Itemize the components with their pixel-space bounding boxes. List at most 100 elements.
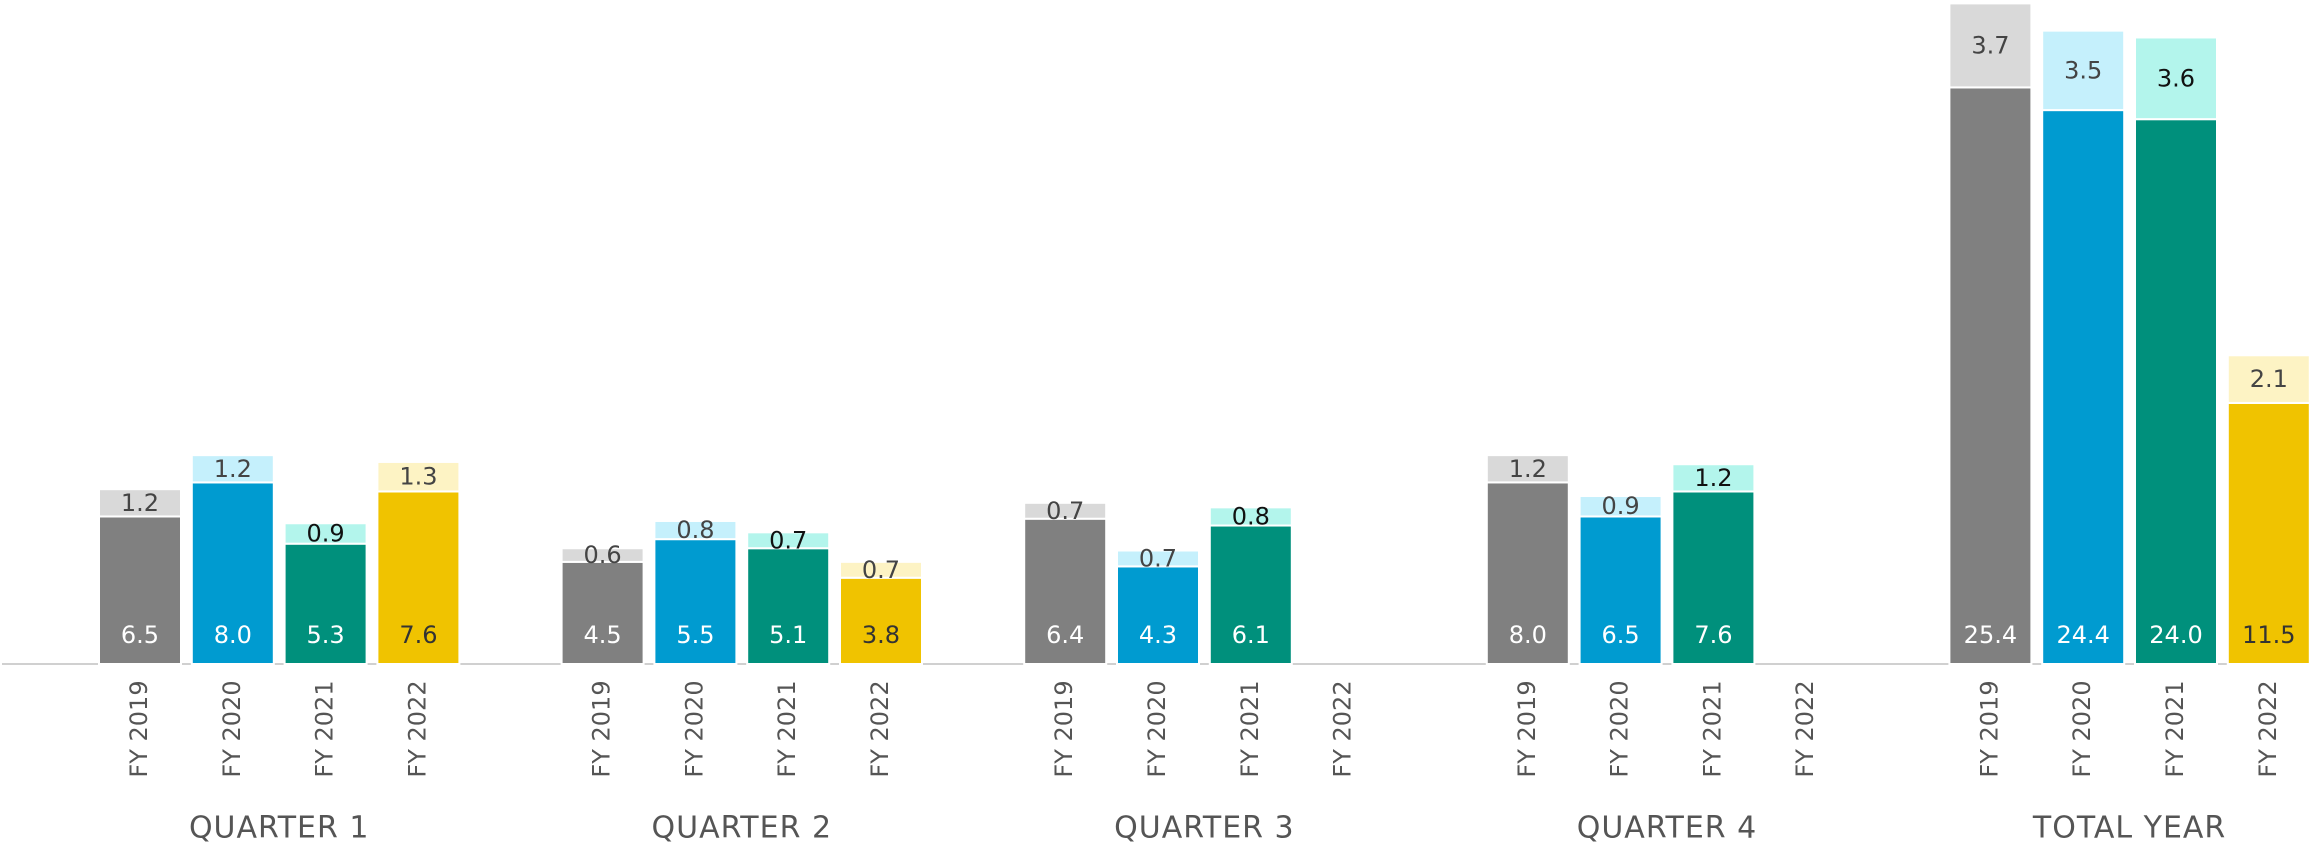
value-label: 5.3 bbox=[307, 621, 345, 649]
bar-top-segment bbox=[2134, 36, 2218, 121]
value-label: 5.5 bbox=[676, 621, 714, 649]
bar-top-segment bbox=[839, 560, 923, 579]
value-label: 0.7 bbox=[1139, 544, 1177, 572]
x-tick-label: FY 2021 bbox=[1698, 680, 1726, 777]
x-tick-label: FY 2019 bbox=[1975, 680, 2003, 777]
panel: 6.4 0.7 FY 2019 4.3 0.7 FY 2020 6.1 0.8 FY 2021 F… bbox=[927, 497, 1404, 842]
value-label: 3.7 bbox=[1971, 31, 2009, 59]
x-tick-label: FY 2021 bbox=[1236, 680, 1264, 777]
x-tick-label: FY 2020 bbox=[218, 680, 246, 777]
x-tick-label: FY 2020 bbox=[680, 680, 708, 777]
bar-segment bbox=[1023, 517, 1108, 666]
value-label: 0.7 bbox=[1046, 497, 1084, 525]
x-tick-label: FY 2021 bbox=[311, 680, 339, 777]
x-tick-label: FY 2020 bbox=[1606, 680, 1634, 777]
panel: 6.5 1.2 FY 2019 8.0 1.2 FY 2020 5.3 0.9 FY 2021 7… bbox=[2, 454, 479, 842]
value-label: 1.3 bbox=[399, 463, 437, 491]
value-label: 11.5 bbox=[2242, 621, 2295, 649]
value-label: 25.4 bbox=[1964, 621, 2017, 649]
bar-top-segment bbox=[560, 547, 645, 563]
value-label: 6.4 bbox=[1046, 621, 1084, 649]
bar-top-segment bbox=[2041, 29, 2126, 112]
x-tick-label: FY 2019 bbox=[125, 680, 153, 777]
bar-top-segment bbox=[2226, 354, 2310, 404]
value-label: 6.1 bbox=[1232, 621, 1270, 649]
bar-segment bbox=[1578, 515, 1663, 666]
value-label: 24.0 bbox=[2149, 621, 2202, 649]
bar-top-segment bbox=[746, 531, 831, 550]
x-tick-label: FY 2019 bbox=[1513, 680, 1541, 777]
bar-segment bbox=[283, 542, 368, 666]
value-label: 8.0 bbox=[1509, 621, 1547, 649]
value-label: 0.9 bbox=[1602, 492, 1640, 520]
bar-segment bbox=[1948, 86, 2033, 665]
x-tick-label: FY 2022 bbox=[403, 680, 431, 777]
x-tick-label: FY 2020 bbox=[1143, 680, 1171, 777]
bar-segment bbox=[1116, 565, 1200, 666]
x-tick-label: FY 2020 bbox=[2068, 680, 2096, 777]
value-label: 0.7 bbox=[769, 526, 807, 554]
value-label: 0.8 bbox=[1232, 502, 1270, 530]
x-tick-label: FY 2022 bbox=[1791, 680, 1819, 777]
bar-top-segment bbox=[653, 519, 738, 541]
value-label: 7.6 bbox=[1694, 621, 1732, 649]
bar-top-segment bbox=[1948, 2, 2033, 89]
bar-segment bbox=[2134, 118, 2218, 665]
value-label: 6.5 bbox=[1602, 621, 1640, 649]
value-label: 8.0 bbox=[214, 621, 252, 649]
value-label: 1.2 bbox=[121, 489, 159, 517]
value-label: 0.8 bbox=[676, 516, 714, 544]
x-tick-label: FY 2021 bbox=[2161, 680, 2189, 777]
x-tick-label: FY 2021 bbox=[773, 680, 801, 777]
value-label: 0.6 bbox=[584, 541, 622, 569]
bar-segment bbox=[2226, 401, 2310, 665]
x-tick-label: FY 2022 bbox=[1329, 680, 1357, 777]
bar-segment bbox=[2041, 109, 2126, 666]
bar-segment bbox=[1671, 490, 1756, 665]
panel-title: QUARTER 3 bbox=[1114, 811, 1295, 842]
value-label: 5.1 bbox=[769, 621, 807, 649]
bar-top-segment bbox=[1208, 506, 1293, 527]
panel: 4.5 0.6 FY 2019 5.5 0.8 FY 2020 5.1 0.7 FY 2021 3… bbox=[464, 516, 941, 842]
bar-top-segment bbox=[190, 454, 275, 484]
value-label: 1.2 bbox=[214, 455, 252, 483]
panel-title: TOTAL YEAR bbox=[2032, 811, 2226, 842]
bar-top-segment bbox=[376, 460, 461, 493]
value-label: 3.8 bbox=[862, 621, 900, 649]
panel-title: QUARTER 2 bbox=[652, 811, 833, 842]
bar-top-segment bbox=[1023, 501, 1108, 520]
bar-segment bbox=[560, 560, 645, 665]
x-tick-label: FY 2022 bbox=[866, 680, 894, 777]
x-tick-label: FY 2019 bbox=[588, 680, 616, 777]
value-label: 0.7 bbox=[862, 556, 900, 584]
x-tick-label: FY 2019 bbox=[1050, 680, 1078, 777]
x-tick-label: FY 2022 bbox=[2254, 680, 2282, 777]
value-label: 1.2 bbox=[1694, 464, 1732, 492]
bar-segment bbox=[98, 515, 182, 666]
bar-top-segment bbox=[1485, 454, 1570, 484]
bar-top-segment bbox=[283, 522, 368, 545]
panel: 8.0 1.2 FY 2019 6.5 0.9 FY 2020 7.6 1.2 FY 2021 F… bbox=[1389, 454, 1867, 842]
bar-segment bbox=[839, 576, 923, 665]
value-label: 6.5 bbox=[121, 621, 159, 649]
value-label: 7.6 bbox=[399, 621, 437, 649]
bar-top-segment bbox=[1116, 549, 1200, 568]
bar-segment bbox=[1208, 524, 1293, 665]
value-label: 3.5 bbox=[2064, 56, 2102, 84]
bar-segment bbox=[1485, 481, 1570, 665]
value-label: 2.1 bbox=[2250, 365, 2288, 393]
value-label: 24.4 bbox=[2056, 621, 2109, 649]
bar-top-segment bbox=[98, 488, 182, 518]
panel-title: QUARTER 4 bbox=[1577, 811, 1758, 842]
value-label: 4.5 bbox=[584, 621, 622, 649]
panel: 25.4 3.7 FY 2019 24.4 3.5 FY 2020 24.0 3.6 FY 20… bbox=[1852, 2, 2310, 842]
value-label: 4.3 bbox=[1139, 621, 1177, 649]
bar-segment bbox=[376, 490, 461, 665]
bar-segment bbox=[746, 547, 831, 666]
bar-top-segment bbox=[1671, 463, 1756, 493]
value-label: 3.6 bbox=[2157, 64, 2195, 92]
bar-segment bbox=[653, 538, 738, 666]
value-label: 0.9 bbox=[307, 519, 345, 547]
bar-top-segment bbox=[1578, 495, 1663, 518]
